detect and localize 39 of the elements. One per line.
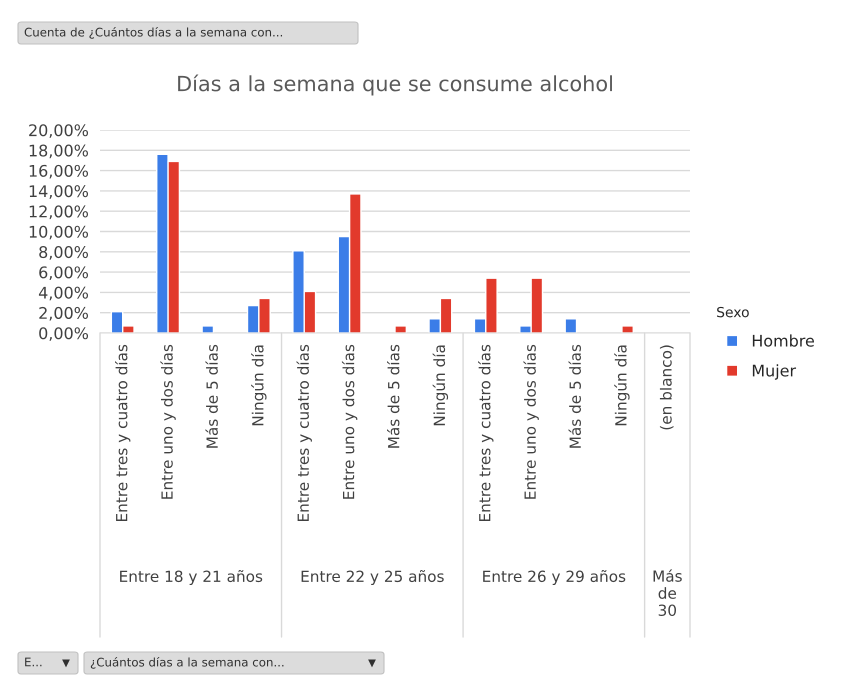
text: Más de 30 [654,569,682,616]
bar [621,325,634,333]
x-tick-label: Entre tres y cuatro días [478,344,494,522]
y-tick-label: 16,00% [30,164,88,179]
x-tick-label: Entre uno y dos días [523,344,539,499]
x-tick-label: Ningún día [614,346,630,426]
y-tick-label: 8,00% [39,246,88,260]
y-tick-label: 0,00% [39,327,88,341]
y-tick-label: 2,00% [39,306,88,321]
bar [564,318,578,333]
y-tick-label: 4,00% [38,286,88,300]
bar [394,325,408,333]
text: Entre 26 y 29 años [483,570,626,586]
x-tick-label: Más de 5 días [568,344,581,448]
chart-title: Días a la semana que se consume alcohol [178,74,612,96]
text: Entre 18 y 21 años [120,570,262,586]
text: Entre 22 y 25 años [302,570,444,586]
y-tick-label: 20,00% [29,124,88,138]
y-tick-label: 14,00% [30,185,88,199]
text: Cuenta de ¿Cuántos días a la semana con... [24,26,282,39]
y-tick-label: 18,00% [30,144,88,158]
x-tick-label: Entre uno y dos días [342,344,358,499]
x-tick-label: (en blanco) [660,345,674,430]
text: ¿Cuántos días a la semana con... [90,656,284,669]
x-tick-label: Más de 5 días [205,344,218,448]
y-tick-label: 6,00% [39,266,88,280]
legend-title: Sexo [717,306,749,318]
x-tick-label: Más de 5 días [386,344,400,448]
legend-label: Hombre [752,334,814,347]
x-tick-label: Entre tres y cuatro días [296,344,312,522]
y-tick-label: 10,00% [30,226,88,240]
x-tick-label: Entre uno y dos días [160,344,176,499]
y-tick-label: 12,00% [30,205,88,220]
x-tick-label: Ningún día [432,346,448,426]
bar [201,325,214,333]
x-tick-label: Ningún día [251,346,267,426]
x-tick-label: Entre tres y cuatro días [114,344,130,522]
legend-label: Mujer [752,364,796,380]
text: E... [25,658,42,666]
